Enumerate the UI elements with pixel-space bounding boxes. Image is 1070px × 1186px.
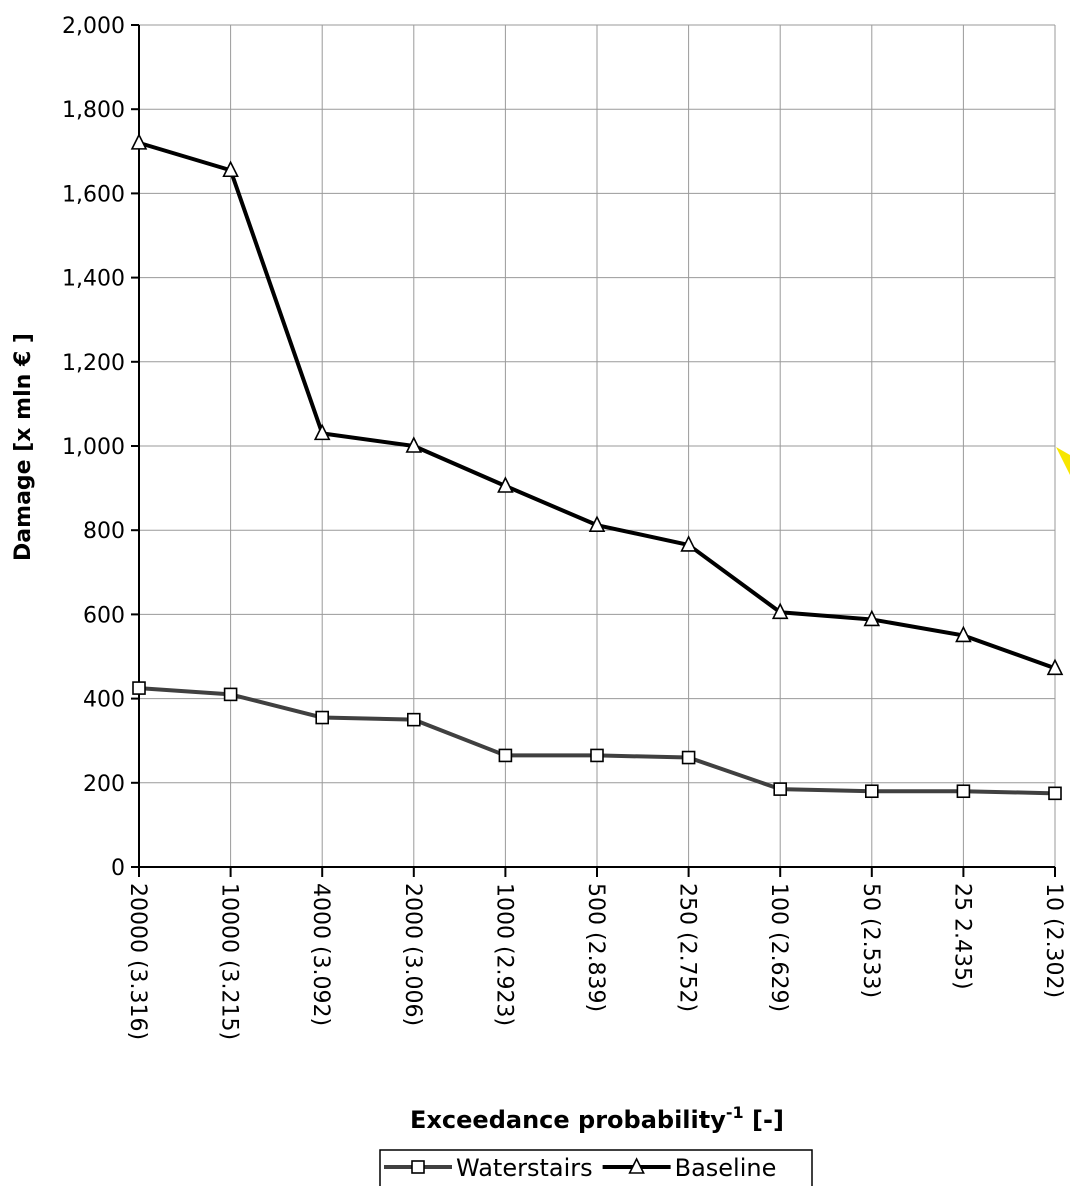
point-baseline [863, 609, 881, 627]
point-waterstairs [406, 712, 421, 727]
y-tick-label: 2,000 [62, 14, 125, 39]
y-tick-label: 800 [83, 519, 125, 544]
y-tick-label: 200 [83, 772, 125, 797]
y-tick-label: 1,600 [62, 182, 125, 207]
x-tick-label: 250 (2.752) [675, 883, 700, 1012]
x-tick-label: 2000 (3.006) [400, 883, 425, 1026]
y-tick-label: 1,200 [62, 351, 125, 376]
point-waterstairs [1048, 786, 1062, 801]
point-waterstairs [956, 784, 971, 799]
y-tick-label: 600 [83, 603, 125, 628]
point-baseline [313, 423, 331, 441]
x-tick-label: 20000 (3.316) [125, 883, 150, 1040]
point-baseline [680, 535, 697, 552]
y-axis-label: Damage [x mln € ] [11, 333, 36, 561]
y-tick-label: 400 [83, 688, 125, 713]
x-tick-label: 100 (2.629) [766, 883, 791, 1012]
legend-label-baseline: Baseline [675, 1154, 777, 1182]
point-baseline [955, 625, 972, 643]
point-baseline [1046, 658, 1064, 676]
point-baseline [588, 515, 606, 532]
point-waterstairs [498, 748, 513, 763]
tick-labels: 0 200 400 600 800 1,000 1,200 1,400 1,600 1,800 2,… [62, 14, 1066, 1040]
x-tick-label: 1000 (2.923) [491, 883, 516, 1026]
x-tick-label: 10 (2.302) [1041, 883, 1066, 998]
point-waterstairs [315, 710, 330, 725]
point-waterstairs [223, 687, 238, 702]
point-baseline [405, 436, 423, 453]
legend-label-waterstairs: Waterstairs [456, 1154, 593, 1182]
point-baseline [130, 133, 148, 150]
legend-marker-baseline [628, 1157, 645, 1174]
point-baseline [222, 160, 239, 178]
point-waterstairs [681, 750, 696, 765]
legend-marker-waterstairs [411, 1160, 425, 1174]
y-tick-label: 1,000 [62, 435, 125, 460]
y-tick-label: 0 [111, 856, 125, 881]
legend: Waterstairs Baseline [379, 1149, 813, 1186]
y-tick-label: 1,800 [62, 98, 125, 123]
x-tick-label: 50 (2.533) [858, 883, 883, 998]
x-tick-label: 500 (2.839) [583, 883, 608, 1012]
point-waterstairs [132, 681, 146, 695]
point-waterstairs [773, 782, 788, 796]
y-tick-label: 1,400 [62, 267, 125, 292]
x-axis-label: Exceedance probability-1 [-] [410, 1103, 784, 1134]
x-tick-label: 4000 (3.092) [308, 883, 333, 1026]
x-tick-label: 25 2.435) [949, 883, 974, 990]
point-baseline [497, 476, 514, 493]
axes [131, 24, 1056, 877]
point-baseline [771, 602, 789, 620]
point-waterstairs [864, 784, 879, 799]
point-waterstairs [590, 748, 604, 763]
x-tick-label: 10000 (3.215) [217, 883, 242, 1040]
series-layer [130, 133, 1064, 801]
yellow-decoration [1056, 447, 1070, 475]
